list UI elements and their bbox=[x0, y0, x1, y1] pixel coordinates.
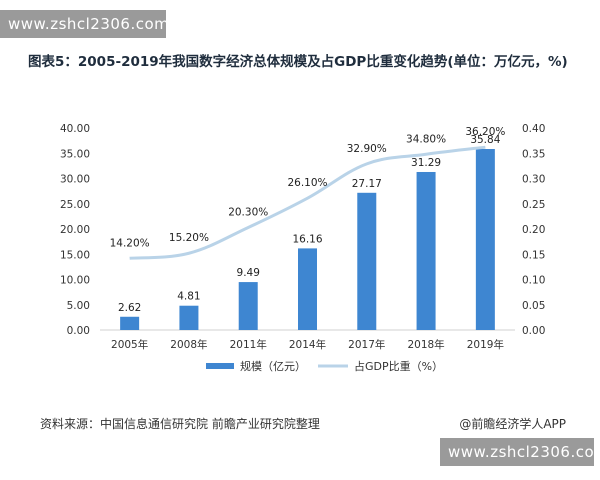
right-tick-label: 0.05 bbox=[522, 300, 545, 312]
bar bbox=[357, 192, 377, 330]
right-tick-label: 0.25 bbox=[522, 199, 545, 211]
right-tick-label: 0.40 bbox=[522, 123, 545, 135]
x-axis-ticks: 2005年 2008年 2011年 2014年 2017年 2018年 2019年 bbox=[111, 338, 504, 351]
legend-label-bar: 规模（亿元） bbox=[240, 359, 306, 373]
x-tick-label: 2014年 bbox=[289, 338, 326, 351]
right-tick-label: 0.10 bbox=[522, 275, 545, 287]
bar bbox=[179, 305, 199, 330]
x-tick-label: 2017年 bbox=[348, 338, 385, 351]
bar-data-label: 16.16 bbox=[292, 233, 322, 245]
left-tick-label: 20.00 bbox=[60, 224, 90, 236]
right-tick-label: 0.00 bbox=[522, 325, 545, 337]
legend: 规模（亿元） 占GDP比重（%） bbox=[206, 359, 443, 373]
left-tick-label: 5.00 bbox=[67, 300, 90, 312]
left-tick-label: 25.00 bbox=[60, 199, 90, 211]
bar-data-label: 2.62 bbox=[118, 302, 141, 314]
left-axis: 0.00 5.00 10.00 15.00 20.00 25.00 30.00 35.00 40… bbox=[60, 123, 90, 337]
right-tick-label: 0.15 bbox=[522, 249, 545, 261]
bar-data-label: 9.49 bbox=[237, 267, 260, 279]
line-data-label: 34.80% bbox=[406, 133, 446, 145]
line-series bbox=[129, 145, 486, 260]
bar-data-labels: 2.62 4.81 9.49 16.16 27.17 31.29 35.84 bbox=[118, 134, 501, 314]
line-data-label: 36.20% bbox=[465, 126, 505, 138]
bar bbox=[475, 149, 495, 330]
line-data-label: 26.10% bbox=[287, 177, 327, 189]
watermark-top: www.zshcl2306.com bbox=[0, 10, 169, 38]
bar-data-label: 35.84 bbox=[470, 134, 500, 146]
left-tick-label: 30.00 bbox=[60, 174, 90, 186]
right-axis: 0.00 0.05 0.10 0.15 0.20 0.25 0.30 0.35 0.40 bbox=[522, 123, 545, 337]
x-tick-label: 2018年 bbox=[407, 338, 444, 351]
bar bbox=[238, 282, 258, 330]
bar bbox=[298, 248, 317, 330]
legend-label-line: 占GDP比重（%） bbox=[354, 359, 443, 373]
right-tick-label: 0.35 bbox=[522, 148, 545, 160]
bar-data-label: 4.81 bbox=[177, 291, 200, 303]
left-tick-label: 40.00 bbox=[60, 123, 90, 135]
right-tick-label: 0.30 bbox=[522, 174, 545, 186]
bar-data-label: 27.17 bbox=[352, 178, 382, 190]
line-data-label: 15.20% bbox=[169, 232, 209, 244]
x-tick-label: 2011年 bbox=[230, 338, 267, 351]
brand-note: @前瞻经济学人APP bbox=[459, 417, 566, 431]
source-note: 资料来源：中国信息通信研究院 前瞻产业研究院整理 bbox=[40, 417, 320, 431]
line-data-labels: 14.20% 15.20% 20.30% 26.10% 32.90% 34.80% 36.2… bbox=[110, 126, 506, 249]
bar bbox=[416, 171, 436, 330]
bar-data-label: 31.29 bbox=[411, 157, 441, 169]
legend-swatch-bar bbox=[206, 363, 234, 369]
x-tick-label: 2005年 bbox=[111, 338, 148, 351]
x-tick-label: 2019年 bbox=[467, 338, 504, 351]
line-data-label: 20.30% bbox=[228, 206, 268, 218]
watermark-bottom: www.zshcl2306.com bbox=[440, 438, 600, 466]
x-tick-label: 2008年 bbox=[170, 338, 207, 351]
right-tick-label: 0.20 bbox=[522, 224, 545, 236]
left-tick-label: 35.00 bbox=[60, 148, 90, 160]
left-tick-label: 10.00 bbox=[60, 275, 90, 287]
left-tick-label: 0.00 bbox=[67, 325, 90, 337]
line-data-label: 32.90% bbox=[347, 143, 387, 155]
bar bbox=[120, 316, 140, 330]
left-tick-label: 15.00 bbox=[60, 249, 90, 261]
bar-series bbox=[120, 149, 495, 330]
chart-title: 图表5：2005-2019年我国数字经济总体规模及占GDP比重变化趋势(单位：万… bbox=[28, 54, 568, 70]
line-data-label: 14.20% bbox=[110, 237, 150, 249]
